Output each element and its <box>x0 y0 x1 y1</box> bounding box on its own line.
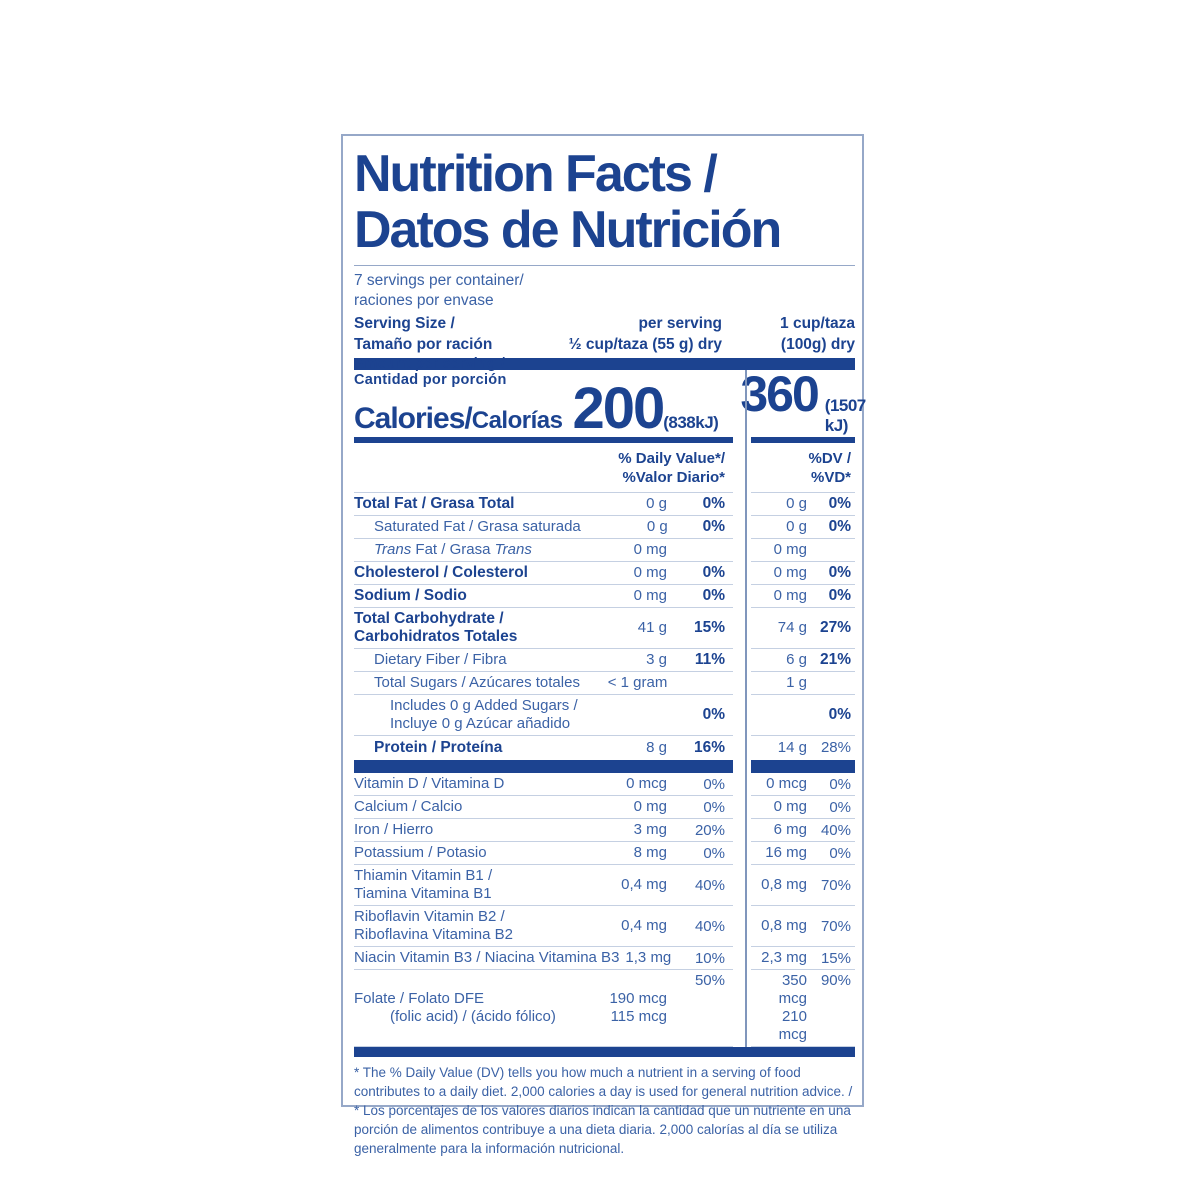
servings-per-container: 7 servings per container/ raciones por e… <box>354 271 855 311</box>
nutrient-name: Calcium / Calcio <box>354 798 463 815</box>
row-niacin-b3: Niacin Vitamin B3 / Niacina Vitamina B3 1… <box>354 947 855 970</box>
calories-band: Amount per serving / Cantidad por porció… <box>354 356 866 438</box>
nutrient-name: Iron / Hierro <box>354 821 434 838</box>
nutrient-columns: Amount per serving / Cantidad por porció… <box>354 356 866 1047</box>
servings-line-es: raciones por envase <box>354 292 494 309</box>
serving-size-name: Serving Size / Tamaño por ración <box>354 315 493 353</box>
nutrient-name: Potassium / Potasio <box>354 844 487 861</box>
nutrient-name: Total Carbohydrate / Carbohidratos Totale… <box>354 610 518 645</box>
nutrient-name: Protein / Proteína <box>374 738 503 756</box>
nutrient-name: Thiamin Vitamin B1 /Tiamina Vitamina B1 <box>354 867 493 902</box>
thick-bar-protein <box>354 760 855 773</box>
row-riboflavin-b2: Riboflavin Vitamin B2 /Riboflavina Vitam… <box>354 906 855 947</box>
serving-size-row: Serving Size / Tamaño por ración per ser… <box>354 313 855 355</box>
calories-line: Calories/Calorías 200 (838kJ) <box>354 376 719 441</box>
daily-value-footnote: * The % Daily Value (DV) tells you how m… <box>354 1065 853 1156</box>
nutrient-name: Saturated Fat / Grasa saturada <box>374 518 581 535</box>
row-cholesterol: Cholesterol / Colesterol 0 mg 0% 0 mg 0% <box>354 562 855 585</box>
nutrient-name: Total Fat / Grasa Total <box>354 495 515 512</box>
thick-bar-serving <box>354 358 855 370</box>
nutrition-facts-label: Nutrition Facts / Datos de Nutrición 7 s… <box>341 134 866 1156</box>
row-potassium: Potassium / Potasio 8 mg 0% 16 mg 0% <box>354 842 855 865</box>
nutrient-name: Riboflavin Vitamin B2 /Riboflavina Vitam… <box>354 908 513 943</box>
thick-bar-calories <box>354 437 855 443</box>
calories-word-en: Calories/ <box>354 402 473 435</box>
row-total-sugars: Total Sugars / Azúcares totales < 1 gram … <box>354 672 855 695</box>
calories-value-cup: 360 <box>740 366 819 422</box>
row-iron: Iron / Hierro 3 mg 20% 6 mg 40% <box>354 819 855 842</box>
nutrient-name: Folate / Folato DFE (folic acid) / (ácido… <box>354 990 556 1025</box>
dv-header-left: % Daily Value*/ %Valor Diario* <box>354 449 733 493</box>
nutrient-name: Sodium / Sodio <box>354 587 467 604</box>
calories-per-serving: Amount per serving / Cantidad por porció… <box>354 356 719 441</box>
row-folate: Folate / Folato DFE (folic acid) / (ácido… <box>354 970 855 1047</box>
dv-header-right: %DV / %VD* <box>751 449 855 493</box>
servings-line-en: 7 servings per container/ <box>354 272 524 289</box>
amount-header-en: Amount per serving / <box>354 356 506 372</box>
label-title-en: Nutrition Facts / <box>354 145 718 203</box>
row-total-fat: Total Fat / Grasa Total 0 g 0% 0 g 0% <box>354 493 855 516</box>
row-sodium: Sodium / Sodio 0 mg 0% 0 mg 0% <box>354 585 855 608</box>
nutrient-name: Niacin Vitamin B3 / Niacina Vitamina B3 <box>354 949 620 966</box>
nutrient-name: Includes 0 g Added Sugars / Incluye 0 g A… <box>390 697 578 732</box>
row-added-sugars: Includes 0 g Added Sugars / Incluye 0 g A… <box>354 695 855 736</box>
nutrient-name: Vitamin D / Vitamina D <box>354 775 505 792</box>
row-trans-fat: Trans Fat / Grasa Trans 0 mg 0 mg <box>354 539 855 562</box>
nutrient-name: Cholesterol / Colesterol <box>354 564 528 581</box>
calories-per-cup: 360 (1507 kJ) <box>718 366 866 436</box>
calories-kj-cup: (1507 kJ) <box>824 396 866 435</box>
nutrient-name: Trans Fat / Grasa Trans <box>374 541 532 558</box>
column-divider <box>745 370 747 1047</box>
calories-value-serving: 200 <box>572 376 665 441</box>
row-protein: Protein / Proteína 8 g 16% 14 g 28% <box>354 736 855 759</box>
calories-kj-serving: (838kJ) <box>663 413 719 432</box>
nutrient-name: Total Sugars / Azúcares totales <box>374 674 580 691</box>
calories-word-es: Calorías <box>471 407 563 434</box>
daily-value-header: % Daily Value*/ %Valor Diario* %DV / %VD… <box>354 443 855 493</box>
amount-header-es: Cantidad por porción <box>354 372 507 388</box>
label-title-es: Datos de Nutrición <box>354 201 782 259</box>
row-calcium: Calcium / Calcio 0 mg 0% 0 mg 0% <box>354 796 855 819</box>
nutrient-name: Dietary Fiber / Fibra <box>374 651 507 668</box>
row-dietary-fiber: Dietary Fiber / Fibra 3 g 11% 6 g 21% <box>354 649 855 672</box>
title-divider <box>354 265 855 266</box>
thick-bar-footnote <box>354 1047 855 1057</box>
serving-size-per-cup: 1 cup/taza (100g) dry <box>780 315 855 353</box>
row-total-carbohydrate: Total Carbohydrate / Carbohidratos Totale… <box>354 608 855 649</box>
serving-size-per-serving: per serving ½ cup/taza (55 g) dry <box>568 315 722 353</box>
row-thiamin-b1: Thiamin Vitamin B1 /Tiamina Vitamina B1 0… <box>354 865 855 906</box>
